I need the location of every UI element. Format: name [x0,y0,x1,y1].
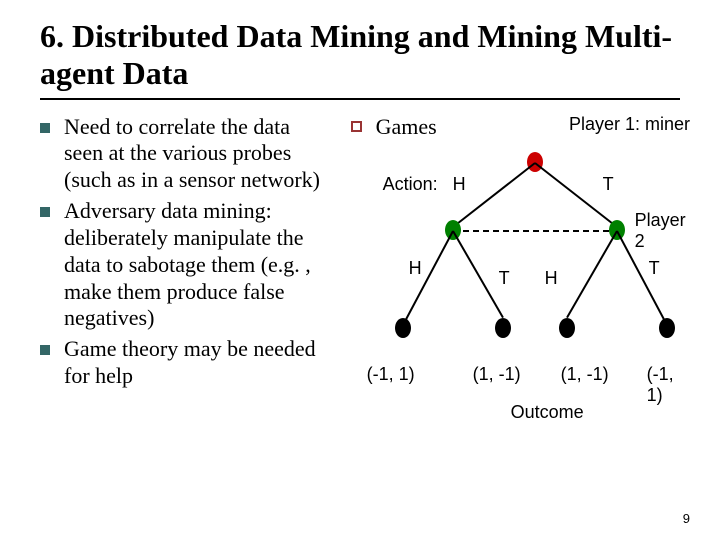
games-label: Games [376,114,437,140]
tree-mid-node [445,220,461,240]
bullet-icon [40,207,50,217]
edge-label-t: T [603,174,614,195]
slide-title: 6. Distributed Data Mining and Mining Mu… [40,18,680,100]
tree-edge [452,230,504,318]
player1-label: Player 1: miner [569,114,690,135]
edge-label-h: H [545,268,558,289]
bullet-text: Adversary data mining: deliberately mani… [64,198,331,332]
player2-label: Player 2 [635,210,686,252]
game-tree-panel: Games Player 1: miner Action: H T Player… [351,114,680,466]
tree-mid-node [609,220,625,240]
edge-label-h: H [453,174,466,195]
bullet-icon [40,123,50,133]
edge-label-h: H [409,258,422,279]
bullet-column: Need to correlate the data seen at the v… [40,114,331,466]
edge-label-t: T [649,258,660,279]
outcome-value: (-1, 1) [647,364,680,406]
tree-leaf-node [559,318,575,338]
tree-leaf-node [495,318,511,338]
bullet-text: Game theory may be needed for help [64,336,331,390]
hollow-square-icon [351,121,362,132]
outcome-value: (1, -1) [473,364,521,385]
outcome-value: (1, -1) [561,364,609,385]
tree-leaf-node [659,318,675,338]
action-label: Action: [383,174,438,195]
list-item: Need to correlate the data seen at the v… [40,114,331,194]
tree-edge [451,162,535,228]
bullet-text: Need to correlate the data seen at the v… [64,114,331,194]
dashed-connector [463,230,609,232]
list-item: Game theory may be needed for help [40,336,331,390]
list-item: Adversary data mining: deliberately mani… [40,198,331,332]
tree-edge [534,162,618,228]
outcome-label: Outcome [511,402,584,423]
tree-edge [566,230,618,318]
bullet-icon [40,345,50,355]
tree-leaf-node [395,318,411,338]
page-number: 9 [683,511,690,526]
game-tree: Action: H T Player 2 H T H T [351,146,680,466]
edge-label-t: T [499,268,510,289]
outcome-value: (-1, 1) [367,364,415,385]
